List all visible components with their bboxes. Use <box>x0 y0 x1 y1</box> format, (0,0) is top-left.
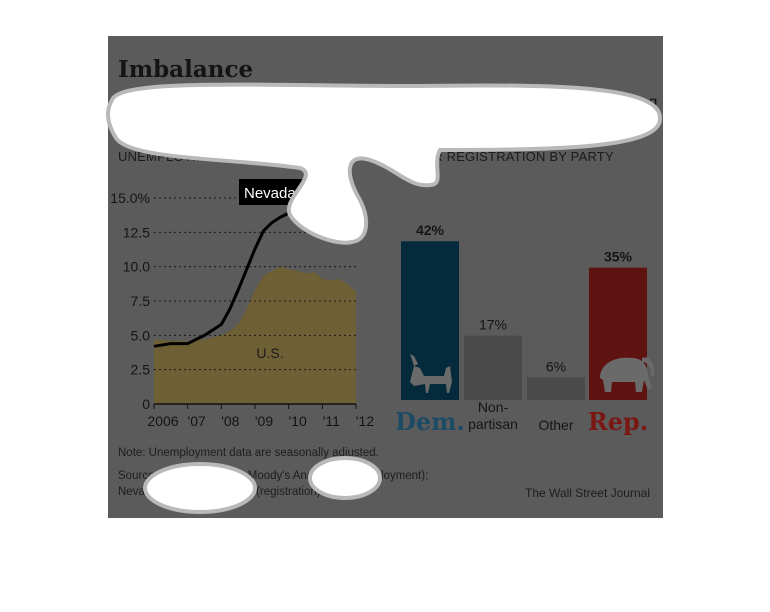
sources-line-2: Nevada Secretary of State (registration) <box>118 486 321 498</box>
bar-category-label: Dem. <box>395 407 465 436</box>
elephant-icon <box>600 357 655 392</box>
donkey-icon <box>410 354 452 393</box>
nevada-callout-value: 11.7% <box>306 185 348 202</box>
y-tick-label: 7.5 <box>131 293 151 309</box>
y-tick-label: 5.0 <box>131 327 151 343</box>
bar-value-label: 6% <box>546 358 566 374</box>
y-tick-label: 15.0% <box>110 190 150 206</box>
bar-category-label: Rep. <box>588 407 648 436</box>
x-tick-label: '07 <box>188 413 206 429</box>
chart-panel: Imbalance High unemployment may make Nev… <box>108 36 663 518</box>
bar-category-label-line2: partisan <box>468 416 518 432</box>
chart-title: Imbalance <box>118 56 254 83</box>
bar-value-label: 42% <box>416 222 445 238</box>
us-series-label: U.S. <box>256 345 283 361</box>
bar-category-label: Non- <box>478 399 509 415</box>
y-tick-label: 10.0 <box>123 259 150 275</box>
x-tick-label: '11 <box>323 413 340 429</box>
sources-line-1: Sources: Labor Dept. via Moody's Analyti… <box>118 470 429 482</box>
bar-value-label: 35% <box>604 249 633 265</box>
credit-text: The Wall Street Journal <box>525 486 650 500</box>
x-tick-label: '09 <box>255 413 273 429</box>
y-tick-label: 2.5 <box>131 362 151 378</box>
x-tick-label: 2006 <box>147 413 178 429</box>
note-text: Note: Unemployment data are seasonally a… <box>118 447 379 459</box>
bar-other <box>527 377 585 400</box>
x-tick-label: '10 <box>289 413 307 429</box>
bar-nonpartisan <box>464 335 522 400</box>
y-tick-label: 0 <box>142 396 150 412</box>
x-tick-label: '12 <box>356 413 374 429</box>
bar-category-label: Other <box>538 417 573 433</box>
nevada-callout-name: Nevada <box>244 185 296 202</box>
x-tick-label: '08 <box>221 413 239 429</box>
y-tick-label: 12.5 <box>123 224 150 240</box>
bar-value-label: 17% <box>479 317 507 333</box>
